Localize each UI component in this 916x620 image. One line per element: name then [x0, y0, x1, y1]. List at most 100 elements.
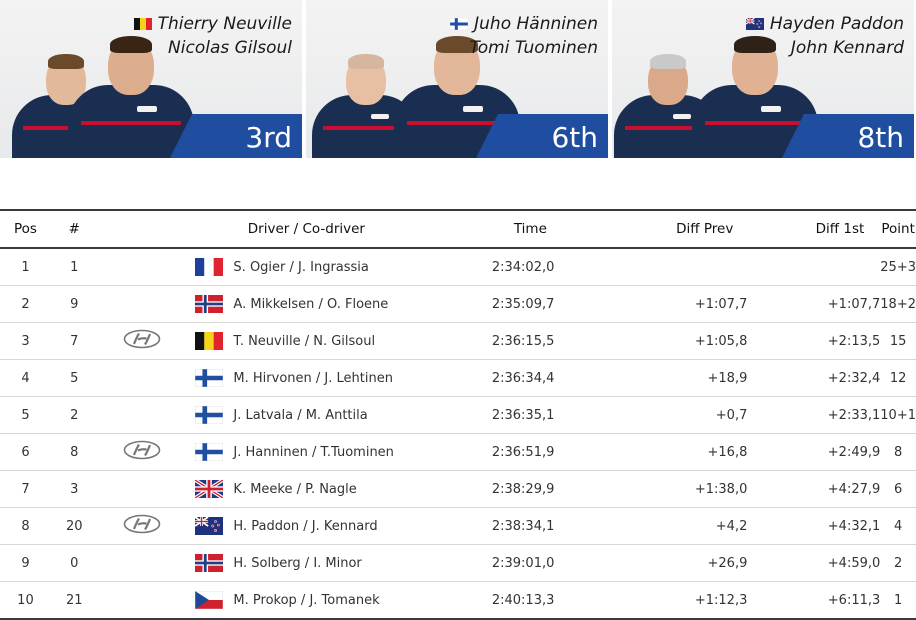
crew-names-link[interactable]: J. Latvala / M. Anttila: [233, 407, 368, 423]
crew-names-link[interactable]: H. Paddon / J. Kennard: [233, 518, 378, 534]
cell-diff-1st: +1:07,7: [747, 285, 881, 323]
cell-crew[interactable]: J. Latvala / M. Anttila: [231, 396, 492, 434]
header-time: Time: [491, 209, 622, 249]
cell-pos: 1: [0, 248, 51, 286]
table-header-row: Pos # Driver / Co-driver Time Diff Prev …: [0, 209, 916, 249]
table-row: 4 5 M. Hirvonen / J. Lehtinen 2:36:34,4 …: [0, 359, 916, 397]
crew-names-link[interactable]: M. Prokop / J. Tomanek: [233, 592, 380, 608]
cell-flag: [185, 359, 232, 397]
cell-crew[interactable]: M. Hirvonen / J. Lehtinen: [231, 359, 492, 397]
country-flag-icon: [193, 478, 224, 500]
cell-time: 2:38:34,1: [491, 507, 622, 545]
cell-pos: 5: [0, 396, 51, 434]
cell-point: 1: [880, 581, 916, 620]
cell-point: 12: [880, 359, 916, 397]
hyundai-logo-icon: [123, 329, 161, 353]
cell-crew[interactable]: S. Ogier / J. Ingrassia: [231, 248, 492, 286]
cell-flag: [185, 581, 232, 620]
cell-time: 2:36:51,9: [491, 433, 622, 471]
country-flag-icon: [194, 554, 223, 572]
country-flag-icon: [745, 13, 764, 30]
hyundai-logo-icon: [123, 514, 161, 538]
codriver-name: Nicolas Gilsoul: [168, 38, 292, 58]
crew-names: Juho Hänninen Tomi Tuominen: [449, 12, 598, 60]
cell-crew[interactable]: M. Prokop / J. Tomanek: [231, 581, 492, 620]
cell-diff-1st: +2:32,4: [747, 359, 881, 397]
crew-names-link[interactable]: T. Neuville / N. Gilsoul: [233, 333, 376, 349]
cell-diff-1st: +6:11,3: [747, 581, 881, 620]
cell-diff-prev: +1:05,8: [621, 322, 748, 360]
cell-pos: 9: [0, 544, 51, 582]
header-point: Point: [880, 209, 916, 249]
cell-time: 2:39:01,0: [491, 544, 622, 582]
cell-number: 7: [50, 322, 98, 360]
cell-pos: 4: [0, 359, 51, 397]
cell-team: [97, 322, 186, 360]
header-number: #: [50, 209, 98, 249]
table-row: 9 0 H. Solberg / I. Minor 2:39:01,0 +26,…: [0, 544, 916, 582]
header-driver: Driver / Co-driver: [185, 209, 492, 249]
country-flag-icon: [449, 13, 469, 31]
table-row: 10 21 M. Prokop / J. Tomanek 2:40:13,3 +…: [0, 581, 916, 620]
cell-diff-prev: [621, 248, 748, 286]
country-flag-icon: [194, 590, 223, 610]
cell-team: [97, 396, 186, 434]
cell-point: 8: [880, 433, 916, 471]
driver-name: Juho Hänninen: [474, 14, 598, 34]
cell-diff-prev: +16,8: [621, 433, 748, 471]
cell-point: 15: [880, 322, 916, 360]
cell-crew[interactable]: H. Paddon / J. Kennard: [231, 507, 492, 545]
cell-number: 1: [50, 248, 98, 286]
position-band: [782, 114, 914, 158]
cell-point: 18+2: [880, 285, 916, 323]
crew-names-link[interactable]: A. Mikkelsen / O. Floene: [233, 296, 389, 312]
cell-diff-prev: +26,9: [621, 544, 748, 582]
cell-diff-prev: +4,2: [621, 507, 748, 545]
cell-point: 4: [880, 507, 916, 545]
crew-card-2[interactable]: Juho Hänninen Tomi Tuominen 6th: [306, 0, 608, 158]
cell-number: 9: [50, 285, 98, 323]
table-row: 7 3 K. Meeke / P. Nagle 2:38:29,9 +1:38,…: [0, 470, 916, 508]
cell-pos: 10: [0, 581, 51, 620]
driver-name: Hayden Paddon: [769, 14, 904, 34]
cell-crew[interactable]: A. Mikkelsen / O. Floene: [231, 285, 492, 323]
crew-names: Thierry Neuville Nicolas Gilsoul: [133, 12, 292, 60]
driver-name: Thierry Neuville: [157, 14, 292, 34]
cell-crew[interactable]: H. Solberg / I. Minor: [231, 544, 492, 582]
cell-time: 2:38:29,9: [491, 470, 622, 508]
cell-team: [97, 285, 186, 323]
country-flag-icon: [194, 295, 223, 313]
header-pos: Pos: [0, 209, 51, 249]
crew-names-link[interactable]: M. Hirvonen / J. Lehtinen: [233, 370, 393, 386]
header-team: [97, 209, 186, 249]
position-band: [476, 114, 608, 158]
cell-point: 2: [880, 544, 916, 582]
crew-names-link[interactable]: J. Hanninen / T.Tuominen: [233, 444, 394, 460]
crew-card-1[interactable]: Thierry Neuville Nicolas Gilsoul 3rd: [0, 0, 302, 158]
cell-flag: [185, 396, 232, 434]
header-diff-prev: Diff Prev: [621, 209, 748, 249]
cell-flag: [185, 507, 232, 545]
country-flag-icon: [194, 258, 223, 276]
cell-time: 2:36:35,1: [491, 396, 622, 434]
finish-position: 8th: [857, 121, 904, 154]
crew-names-link[interactable]: K. Meeke / P. Nagle: [233, 481, 357, 497]
cell-number: 3: [50, 470, 98, 508]
cell-team: [97, 507, 186, 545]
cell-team: [97, 359, 186, 397]
results-table: Pos # Driver / Co-driver Time Diff Prev …: [0, 209, 916, 620]
table-row: 6 8 J. Hanninen / T.Tuominen 2:36:51,9 +…: [0, 433, 916, 471]
crew-names-link[interactable]: S. Ogier / J. Ingrassia: [233, 259, 369, 275]
cell-pos: 3: [0, 322, 51, 360]
cell-diff-1st: +4:32,1: [747, 507, 881, 545]
country-flag-icon: [194, 332, 223, 350]
cell-crew[interactable]: T. Neuville / N. Gilsoul: [231, 322, 492, 360]
finish-position: 6th: [551, 121, 598, 154]
cell-crew[interactable]: K. Meeke / P. Nagle: [231, 470, 492, 508]
cell-point: 10+1: [880, 396, 916, 434]
cell-flag: [185, 433, 232, 471]
crew-names-link[interactable]: H. Solberg / I. Minor: [233, 555, 362, 571]
crew-card-3[interactable]: Hayden Paddon John Kennard 8th: [612, 0, 914, 158]
cell-diff-prev: +0,7: [621, 396, 748, 434]
cell-crew[interactable]: J. Hanninen / T.Tuominen: [231, 433, 492, 471]
